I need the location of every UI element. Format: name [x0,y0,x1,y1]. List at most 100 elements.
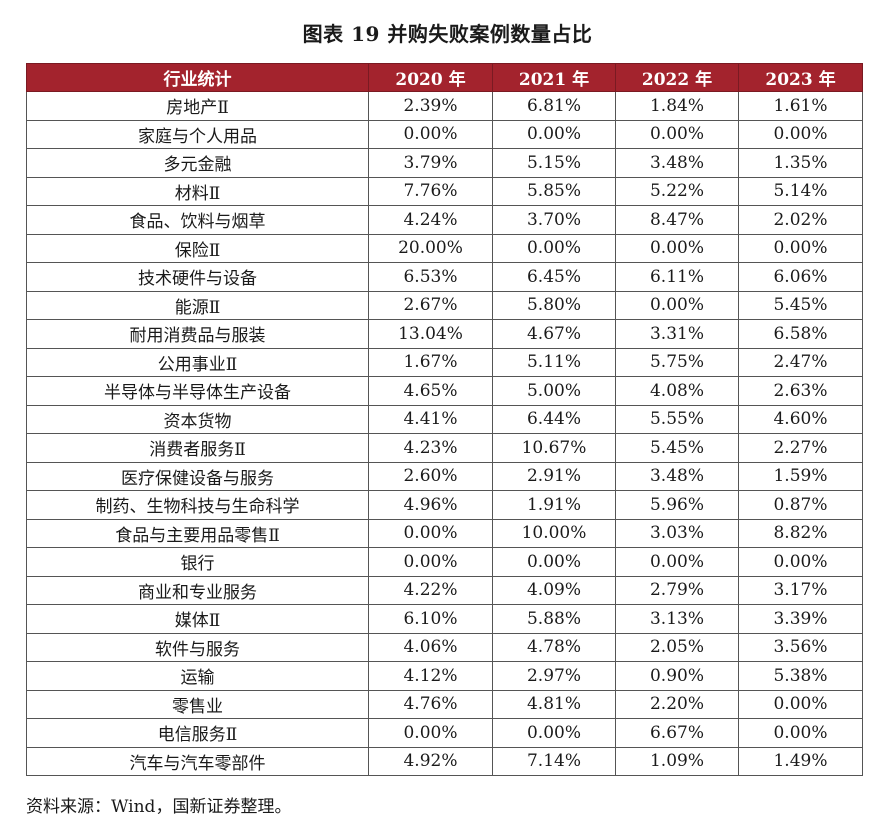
value-cell: 5.14% [738,176,863,206]
industry-cell: 消费者服务Ⅱ [26,433,369,463]
value-cell: 2.02% [738,205,863,235]
value-cell: 1.59% [738,461,863,491]
value-cell: 2.27% [738,433,863,463]
industry-cell: 零售业 [26,689,369,719]
table-header-row: 行业统计 2020 年 2021 年 2022 年 2023 年 [26,63,863,92]
value-cell: 8.82% [738,518,863,548]
value-cell: 20.00% [368,233,493,263]
value-cell: 2.05% [615,632,739,662]
table-row: 保险Ⅱ 20.00% 0.00% 0.00% 0.00% [26,233,863,263]
value-cell: 4.41% [368,404,493,434]
value-cell: 1.49% [738,746,863,776]
value-cell: 4.78% [492,632,616,662]
value-cell: 3.13% [615,604,739,634]
value-cell: 4.22% [368,575,493,605]
value-cell: 5.55% [615,404,739,434]
table-row: 汽车与汽车零部件 4.92% 7.14% 1.09% 1.49% [26,746,863,776]
value-cell: 5.75% [615,347,739,377]
industry-cell: 软件与服务 [26,632,369,662]
table-row: 耐用消费品与服装 13.04% 4.67% 3.31% 6.58% [26,319,863,349]
value-cell: 2.67% [368,290,493,320]
source-note: 资料来源：Wind，国新证券整理。 [26,797,292,817]
industry-cell: 保险Ⅱ [26,233,369,263]
value-cell: 0.00% [368,718,493,748]
value-cell: 4.67% [492,319,616,349]
table-row: 银行 0.00% 0.00% 0.00% 0.00% [26,547,863,577]
value-cell: 1.84% [615,91,739,121]
value-cell: 0.90% [615,661,739,691]
table-row: 软件与服务 4.06% 4.78% 2.05% 3.56% [26,632,863,662]
value-cell: 1.91% [492,490,616,520]
industry-cell: 食品、饮料与烟草 [26,205,369,235]
table-row: 公用事业Ⅱ 1.67% 5.11% 5.75% 2.47% [26,347,863,377]
value-cell: 1.67% [368,347,493,377]
value-cell: 4.81% [492,689,616,719]
industry-cell: 电信服务Ⅱ [26,718,369,748]
value-cell: 10.67% [492,433,616,463]
industry-cell: 医疗保健设备与服务 [26,461,369,491]
value-cell: 3.31% [615,319,739,349]
value-cell: 4.23% [368,433,493,463]
value-cell: 0.00% [738,718,863,748]
value-cell: 3.48% [615,148,739,178]
table-row: 运输 4.12% 2.97% 0.90% 5.38% [26,661,863,691]
industry-cell: 多元金融 [26,148,369,178]
industry-cell: 房地产Ⅱ [26,91,369,121]
value-cell: 5.22% [615,176,739,206]
table-row: 半导体与半导体生产设备 4.65% 5.00% 4.08% 2.63% [26,376,863,406]
value-cell: 3.17% [738,575,863,605]
value-cell: 0.00% [615,290,739,320]
value-cell: 4.65% [368,376,493,406]
industry-cell: 公用事业Ⅱ [26,347,369,377]
table-row: 家庭与个人用品 0.00% 0.00% 0.00% 0.00% [26,119,863,149]
value-cell: 4.12% [368,661,493,691]
value-cell: 5.00% [492,376,616,406]
industry-cell: 技术硬件与设备 [26,262,369,292]
value-cell: 3.70% [492,205,616,235]
table-row: 食品、饮料与烟草 4.24% 3.70% 8.47% 2.02% [26,205,863,235]
value-cell: 0.00% [738,119,863,149]
value-cell: 6.11% [615,262,739,292]
value-cell: 2.39% [368,91,493,121]
value-cell: 5.45% [738,290,863,320]
industry-cell: 媒体Ⅱ [26,604,369,634]
value-cell: 7.76% [368,176,493,206]
value-cell: 0.00% [738,689,863,719]
column-header: 行业统计 [26,63,369,92]
value-cell: 4.92% [368,746,493,776]
value-cell: 0.00% [492,119,616,149]
value-cell: 1.61% [738,91,863,121]
industry-cell: 银行 [26,547,369,577]
value-cell: 13.04% [368,319,493,349]
value-cell: 5.88% [492,604,616,634]
industry-cell: 商业和专业服务 [26,575,369,605]
value-cell: 6.44% [492,404,616,434]
value-cell: 3.56% [738,632,863,662]
value-cell: 0.00% [492,233,616,263]
value-cell: 0.00% [615,119,739,149]
value-cell: 3.03% [615,518,739,548]
value-cell: 3.39% [738,604,863,634]
value-cell: 5.38% [738,661,863,691]
value-cell: 6.10% [368,604,493,634]
industry-cell: 资本货物 [26,404,369,434]
value-cell: 6.53% [368,262,493,292]
value-cell: 4.60% [738,404,863,434]
table-row: 能源Ⅱ 2.67% 5.80% 0.00% 5.45% [26,290,863,320]
table-row: 零售业 4.76% 4.81% 2.20% 0.00% [26,689,863,719]
value-cell: 4.08% [615,376,739,406]
value-cell: 6.81% [492,91,616,121]
value-cell: 2.60% [368,461,493,491]
value-cell: 0.00% [368,518,493,548]
value-cell: 0.00% [738,233,863,263]
table-row: 医疗保健设备与服务 2.60% 2.91% 3.48% 1.59% [26,461,863,491]
value-cell: 7.14% [492,746,616,776]
industry-cell: 运输 [26,661,369,691]
table-row: 房地产Ⅱ 2.39% 6.81% 1.84% 1.61% [26,91,863,121]
value-cell: 0.00% [368,547,493,577]
table-row: 食品与主要用品零售Ⅱ 0.00% 10.00% 3.03% 8.82% [26,518,863,548]
value-cell: 4.06% [368,632,493,662]
value-cell: 5.11% [492,347,616,377]
value-cell: 2.20% [615,689,739,719]
table-body: 房地产Ⅱ 2.39% 6.81% 1.84% 1.61% 家庭与个人用品 0.00% 0.00… [26,91,863,776]
